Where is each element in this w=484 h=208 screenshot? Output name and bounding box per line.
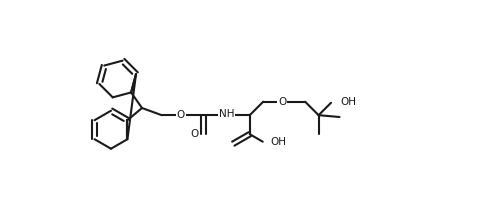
Text: OH: OH [271,137,287,147]
Text: NH: NH [219,109,234,119]
Text: O: O [278,97,287,107]
Text: O: O [177,110,185,120]
Text: OH: OH [340,97,356,107]
Text: O: O [191,129,199,139]
